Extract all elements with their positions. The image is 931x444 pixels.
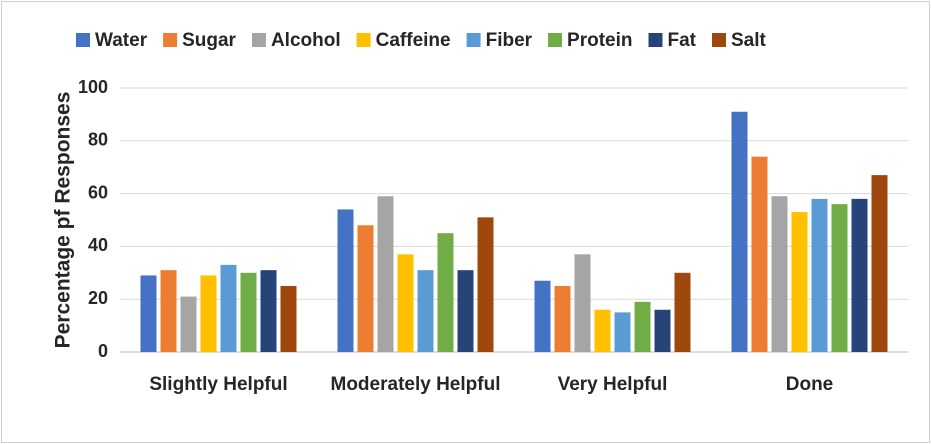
bar — [771, 196, 788, 352]
bar — [457, 270, 474, 352]
bar — [831, 204, 848, 352]
legend-swatch — [76, 33, 90, 47]
bar — [811, 198, 828, 352]
legend-swatch — [648, 33, 663, 47]
bar — [377, 196, 394, 352]
bar — [280, 286, 297, 352]
bar — [871, 175, 888, 352]
bar — [477, 217, 494, 352]
legend-swatch — [163, 33, 178, 47]
bar — [574, 254, 591, 352]
x-tick-label: Moderately Helpful — [330, 374, 501, 395]
legend-label: Sugar — [182, 30, 236, 51]
legend-label: Fiber — [486, 30, 533, 51]
bar — [674, 272, 691, 352]
bar — [534, 280, 551, 352]
bar — [437, 233, 454, 352]
bar — [634, 301, 651, 352]
bar — [240, 272, 257, 352]
x-tick-label: Done — [785, 374, 834, 395]
legend-swatch — [548, 33, 563, 47]
bar — [791, 212, 808, 352]
bar — [200, 275, 217, 352]
y-tick-label: 20 — [88, 288, 108, 308]
legend-swatch — [712, 33, 726, 47]
legend-label: Protein — [567, 30, 632, 51]
y-axis-label: Percentage pf Responses — [52, 92, 75, 349]
bar — [397, 254, 414, 352]
x-tick-label: Slightly Helpful — [149, 374, 288, 395]
legend-label: Water — [95, 30, 148, 51]
bar — [594, 309, 611, 352]
legend-label: Fat — [668, 30, 697, 51]
legend-label: Alcohol — [271, 30, 341, 51]
bar — [220, 264, 237, 352]
legend-swatch — [466, 33, 481, 47]
bar — [731, 111, 748, 352]
bar — [180, 296, 197, 352]
y-tick-label: 40 — [88, 235, 108, 255]
y-tick-label: 80 — [88, 130, 108, 150]
bar — [140, 275, 157, 352]
bar — [654, 309, 671, 352]
y-tick-label: 60 — [88, 182, 108, 202]
bar — [160, 270, 177, 352]
bar — [751, 156, 768, 352]
legend-swatch — [251, 33, 266, 47]
bar — [337, 209, 354, 352]
bar — [417, 270, 434, 352]
bar — [357, 225, 374, 352]
y-tick-label: 0 — [98, 341, 108, 361]
x-tick-label: Very Helpful — [557, 374, 668, 395]
legend-swatch — [356, 33, 371, 47]
y-tick-label: 100 — [78, 77, 108, 97]
bar — [851, 198, 868, 352]
bar — [260, 270, 277, 352]
bar — [614, 312, 631, 352]
legend-label: Caffeine — [376, 30, 451, 51]
bar — [554, 286, 571, 352]
legend-label: Salt — [731, 30, 767, 51]
